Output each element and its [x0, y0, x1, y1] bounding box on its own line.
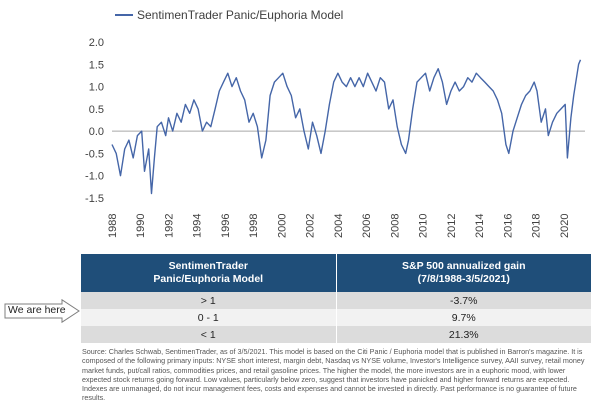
y-tick-label: 0.0 [89, 126, 104, 138]
x-axis-ticks: 1988 1990 1992 1994 1996 1998 2000 2002 2004 2006… [107, 214, 571, 238]
table-header-model: SentimenTrader Panic/Euphoria Model [81, 254, 336, 292]
table-row: > 1 -3.7% [81, 292, 591, 309]
y-tick-label: -1.5 [85, 193, 104, 205]
table-cell-gain: 21.3% [335, 326, 591, 343]
x-tick-label: 1998 [248, 214, 260, 238]
x-tick-label: 1996 [220, 214, 232, 238]
table-header-row: SentimenTrader Panic/Euphoria Model S&P … [81, 254, 591, 292]
y-tick-label: 1.5 [89, 59, 104, 71]
we-are-here-label: We are here [8, 304, 66, 316]
legend-swatch [115, 14, 133, 16]
x-tick-label: 1990 [135, 214, 147, 238]
series-line-panic-euphoria [111, 59, 582, 195]
table-cell-range: < 1 [81, 326, 336, 343]
table-header-gain-line1: S&P 500 annualized gain [401, 260, 526, 272]
table-header-model-line2: Panic/Euphoria Model [153, 273, 264, 285]
x-tick-label: 1992 [163, 214, 175, 238]
x-tick-label: 2010 [418, 214, 430, 238]
y-axis-ticks: 2.0 1.5 1.0 0.5 0.0 -0.5 -1.0 -1.5 [85, 37, 104, 205]
x-tick-label: 1994 [192, 214, 204, 238]
x-tick-label: 2000 [276, 214, 288, 238]
table-cell-gain: -3.7% [335, 292, 591, 309]
source-footnote: Source: Charles Schwab, SentimenTrader, … [82, 347, 585, 403]
x-tick-label: 2018 [531, 214, 543, 238]
legend-label: SentimenTrader Panic/Euphoria Model [137, 8, 344, 22]
x-tick-label: 2004 [333, 214, 345, 238]
x-tick-label: 2016 [502, 214, 514, 238]
line-chart: 2.0 1.5 1.0 0.5 0.0 -0.5 -1.0 -1.5 1988 1990 1992… [85, 37, 585, 238]
chart-legend: SentimenTrader Panic/Euphoria Model [115, 8, 343, 22]
table-header-gain-line2: (7/8/1988-3/5/2021) [417, 273, 510, 285]
table-cell-range: > 1 [81, 292, 336, 309]
gain-table: SentimenTrader Panic/Euphoria Model S&P … [81, 254, 591, 343]
y-tick-label: -0.5 [85, 148, 104, 160]
x-tick-label: 2014 [474, 214, 486, 238]
table-row: < 1 21.3% [81, 326, 591, 343]
x-tick-label: 2008 [389, 214, 401, 238]
y-tick-label: -1.0 [85, 171, 104, 183]
y-tick-label: 1.0 [89, 82, 104, 94]
table-header-gain: S&P 500 annualized gain (7/8/1988-3/5/20… [335, 254, 591, 292]
table-cell-range: 0 - 1 [81, 309, 336, 326]
table-row: 0 - 1 9.7% [81, 309, 591, 326]
x-tick-label: 1988 [107, 214, 119, 238]
table-header-model-line1: SentimenTrader [168, 260, 248, 272]
x-tick-label: 2012 [446, 214, 458, 238]
x-tick-label: 2020 [559, 214, 571, 238]
x-tick-label: 2006 [361, 214, 373, 238]
arrow-right-icon [4, 299, 80, 323]
x-tick-label: 2002 [305, 214, 317, 238]
y-tick-label: 0.5 [89, 104, 104, 116]
y-tick-label: 2.0 [89, 37, 104, 49]
table-cell-gain: 9.7% [335, 309, 591, 326]
